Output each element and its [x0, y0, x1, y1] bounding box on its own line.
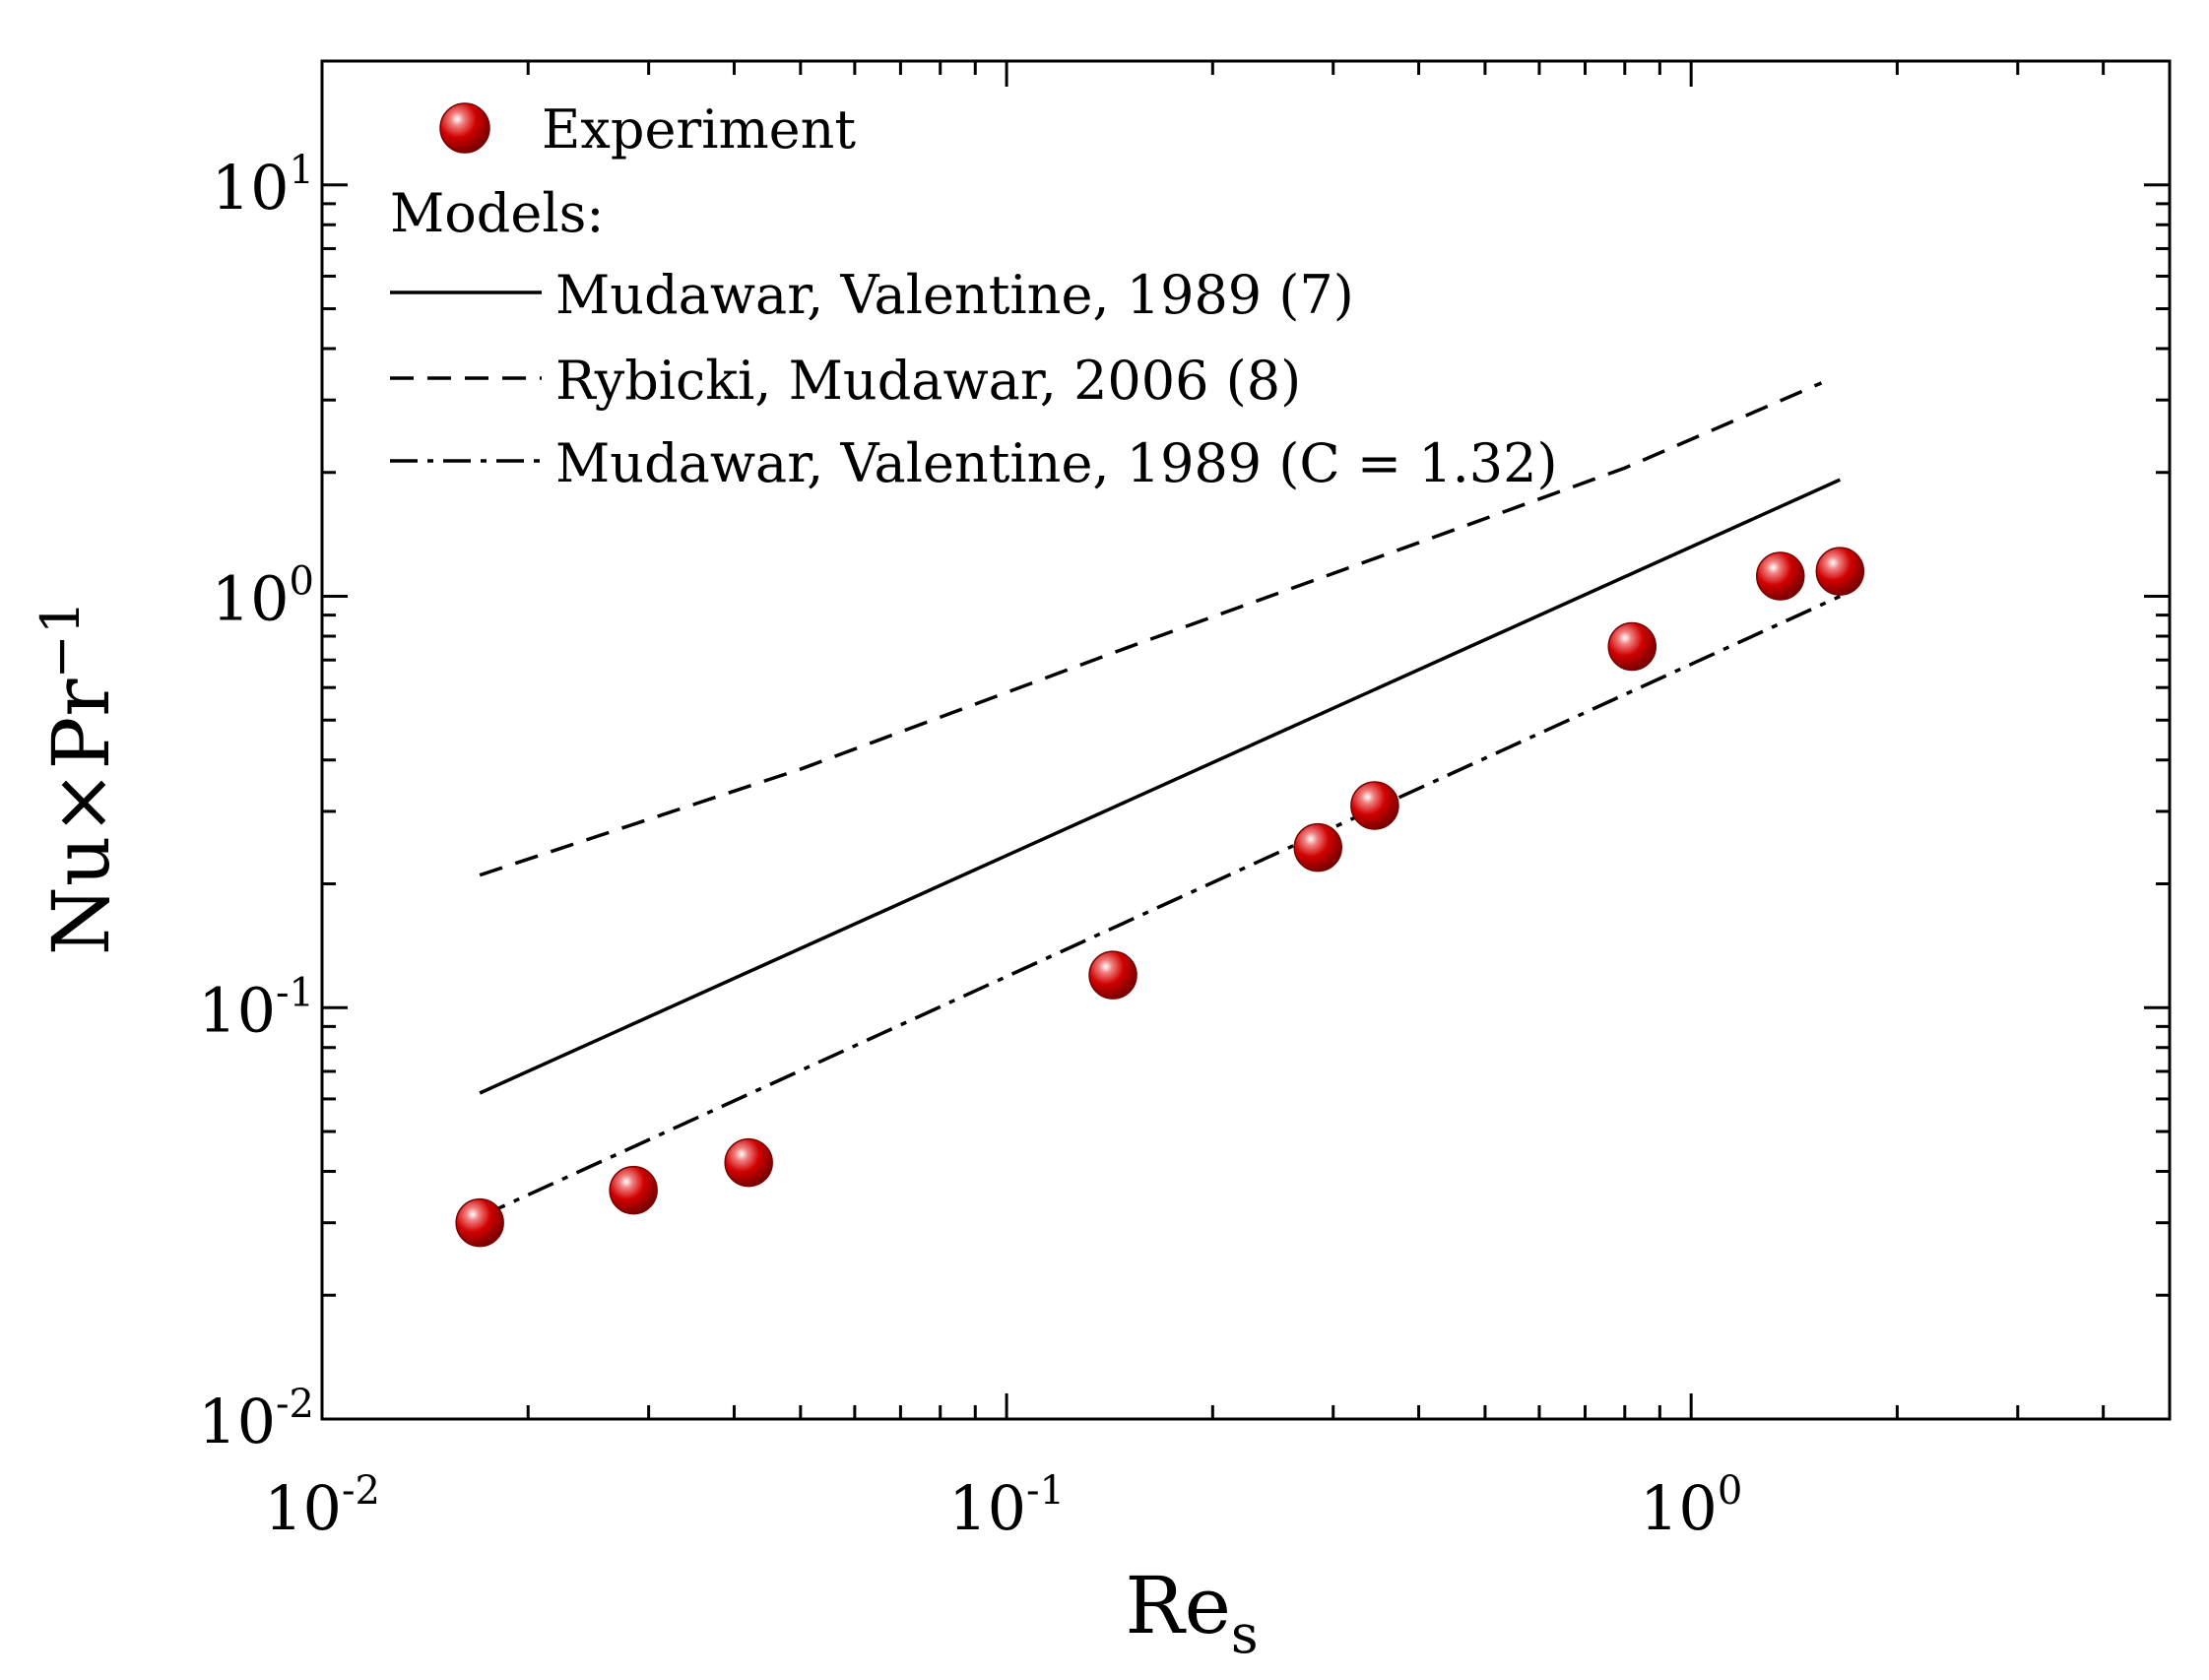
legend: Experiment Models: Mudawar, Valentine, 1…	[390, 98, 1558, 494]
y-tick-label-0: 10-2	[198, 1382, 314, 1457]
legend-dashdot-label: Mudawar, Valentine, 1989 (C = 1.32)	[555, 432, 1558, 494]
series-line-solid	[479, 478, 1842, 1095]
experiment-point	[1815, 547, 1865, 596]
experiment-points	[455, 547, 1865, 1248]
experiment-point	[1756, 551, 1805, 601]
experiment-point	[1607, 621, 1657, 672]
legend-solid-label: Mudawar, Valentine, 1989 (7)	[555, 264, 1354, 326]
experiment-point	[609, 1165, 658, 1215]
x-tick-label-1: 10-1	[948, 1468, 1065, 1544]
y-tick-label-2: 100	[212, 559, 314, 635]
experiment-point	[1088, 950, 1137, 1000]
legend-models-heading: Models:	[390, 182, 605, 244]
model-lines	[479, 381, 1842, 1219]
series-line-dashed	[479, 381, 1823, 877]
x-tick-label-0: 10-2	[264, 1468, 380, 1544]
x-tick-label-2: 100	[1640, 1468, 1742, 1544]
experiment-point	[455, 1197, 504, 1248]
legend-dashed-label: Rybicki, Mudawar, 2006 (8)	[555, 350, 1301, 412]
series-line-dashdot	[479, 594, 1842, 1219]
experiment-point	[1293, 822, 1342, 872]
y-tick-label-3: 101	[212, 148, 314, 224]
experiment-point	[724, 1137, 773, 1188]
legend-experiment-marker	[439, 102, 490, 154]
experiment-point	[1350, 781, 1399, 830]
plot-frame	[320, 59, 2172, 1421]
x-axis-label: Res	[1125, 1560, 1258, 1665]
y-tick-label-1: 10-1	[198, 970, 314, 1046]
legend-experiment-label: Experiment	[542, 98, 856, 161]
y-axis-label: Nu×Pr−1	[30, 601, 127, 955]
